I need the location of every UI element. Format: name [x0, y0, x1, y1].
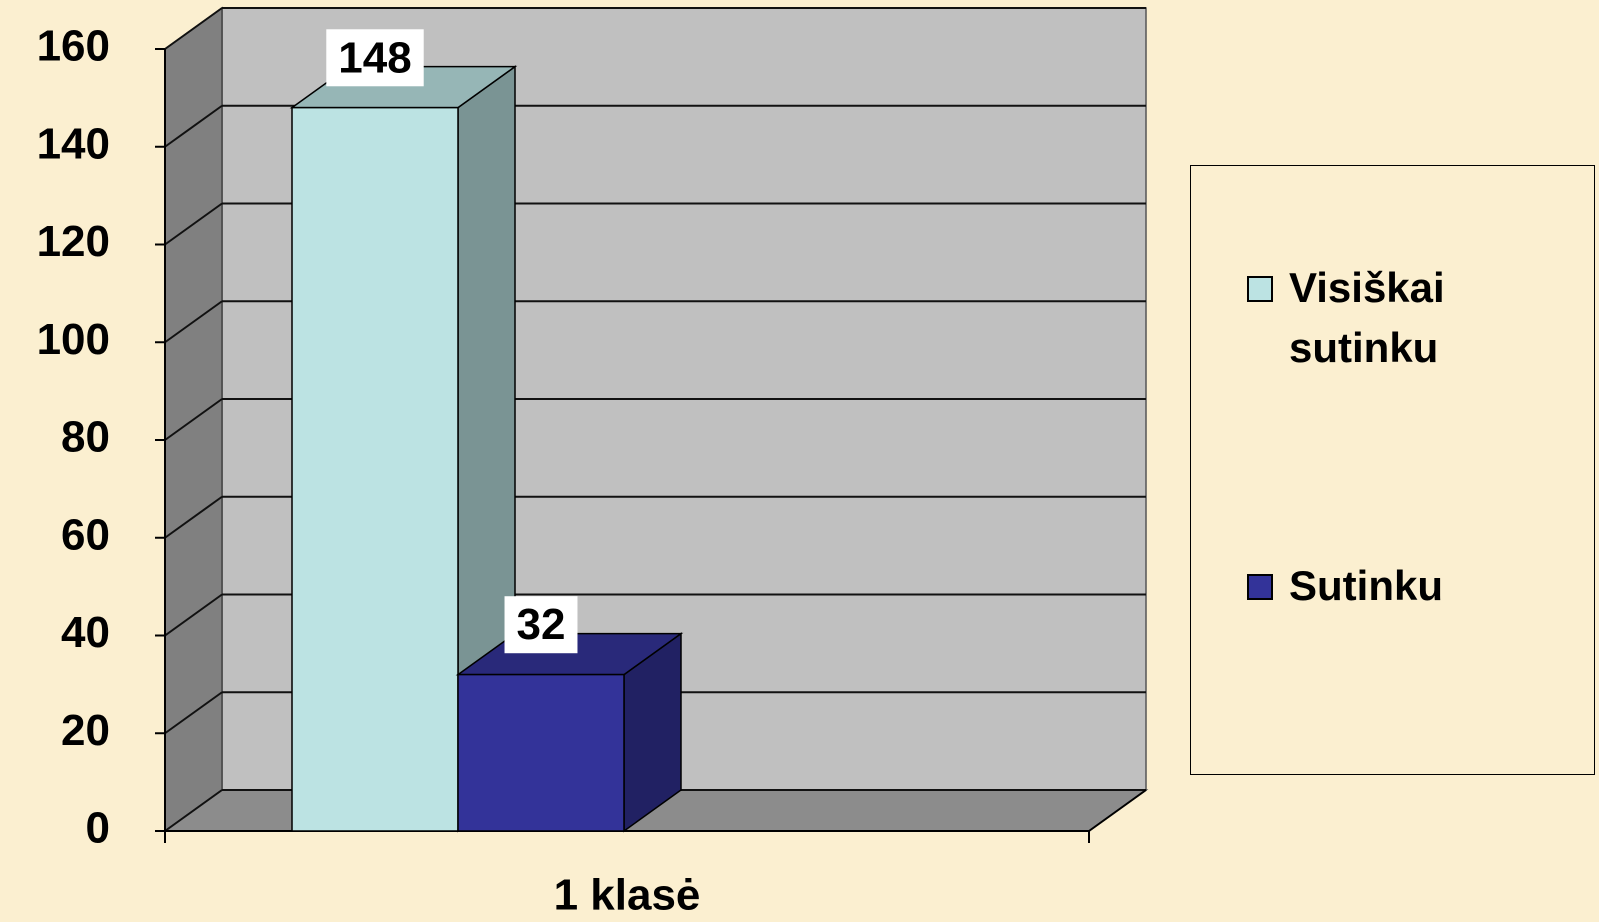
grid-line [164, 104, 223, 148]
x-tick-label: 1 klasė [554, 871, 701, 920]
legend-label: Visiškai sutinku [1289, 264, 1445, 371]
y-tick-label: 60 [61, 510, 110, 559]
value-label-box [504, 596, 578, 654]
legend: Visiškai sutinku Sutinku [1190, 165, 1595, 775]
grid-line [164, 593, 223, 637]
y-tick-label: 20 [61, 706, 110, 755]
bar [291, 106, 459, 832]
grid-line [164, 789, 223, 832]
y-tick-label: 140 [37, 119, 110, 168]
x-axis-end [1088, 789, 1147, 832]
grid-line [164, 7, 223, 50]
grid-line [164, 691, 223, 735]
grid-line [164, 202, 223, 246]
y-tick-label: 120 [37, 217, 110, 266]
legend-swatch [1247, 276, 1273, 302]
y-tick-label: 100 [37, 315, 110, 364]
y-tick-label: 40 [61, 608, 110, 657]
y-tick-label: 0 [86, 804, 110, 853]
grid-line [164, 398, 223, 441]
bar [457, 673, 625, 832]
legend-entry: Sutinku [1247, 556, 1529, 616]
y-tick-label: 160 [37, 22, 110, 71]
y-tick-label: 80 [61, 413, 110, 462]
value-label-box [326, 29, 424, 87]
legend-swatch [1247, 574, 1273, 600]
legend-label: Sutinku [1289, 562, 1443, 609]
value-label: 148 [338, 33, 411, 82]
legend-entry: Visiškai sutinku [1247, 258, 1529, 378]
grid-line [164, 495, 223, 539]
grid-line [164, 300, 223, 344]
value-label: 32 [517, 600, 566, 649]
